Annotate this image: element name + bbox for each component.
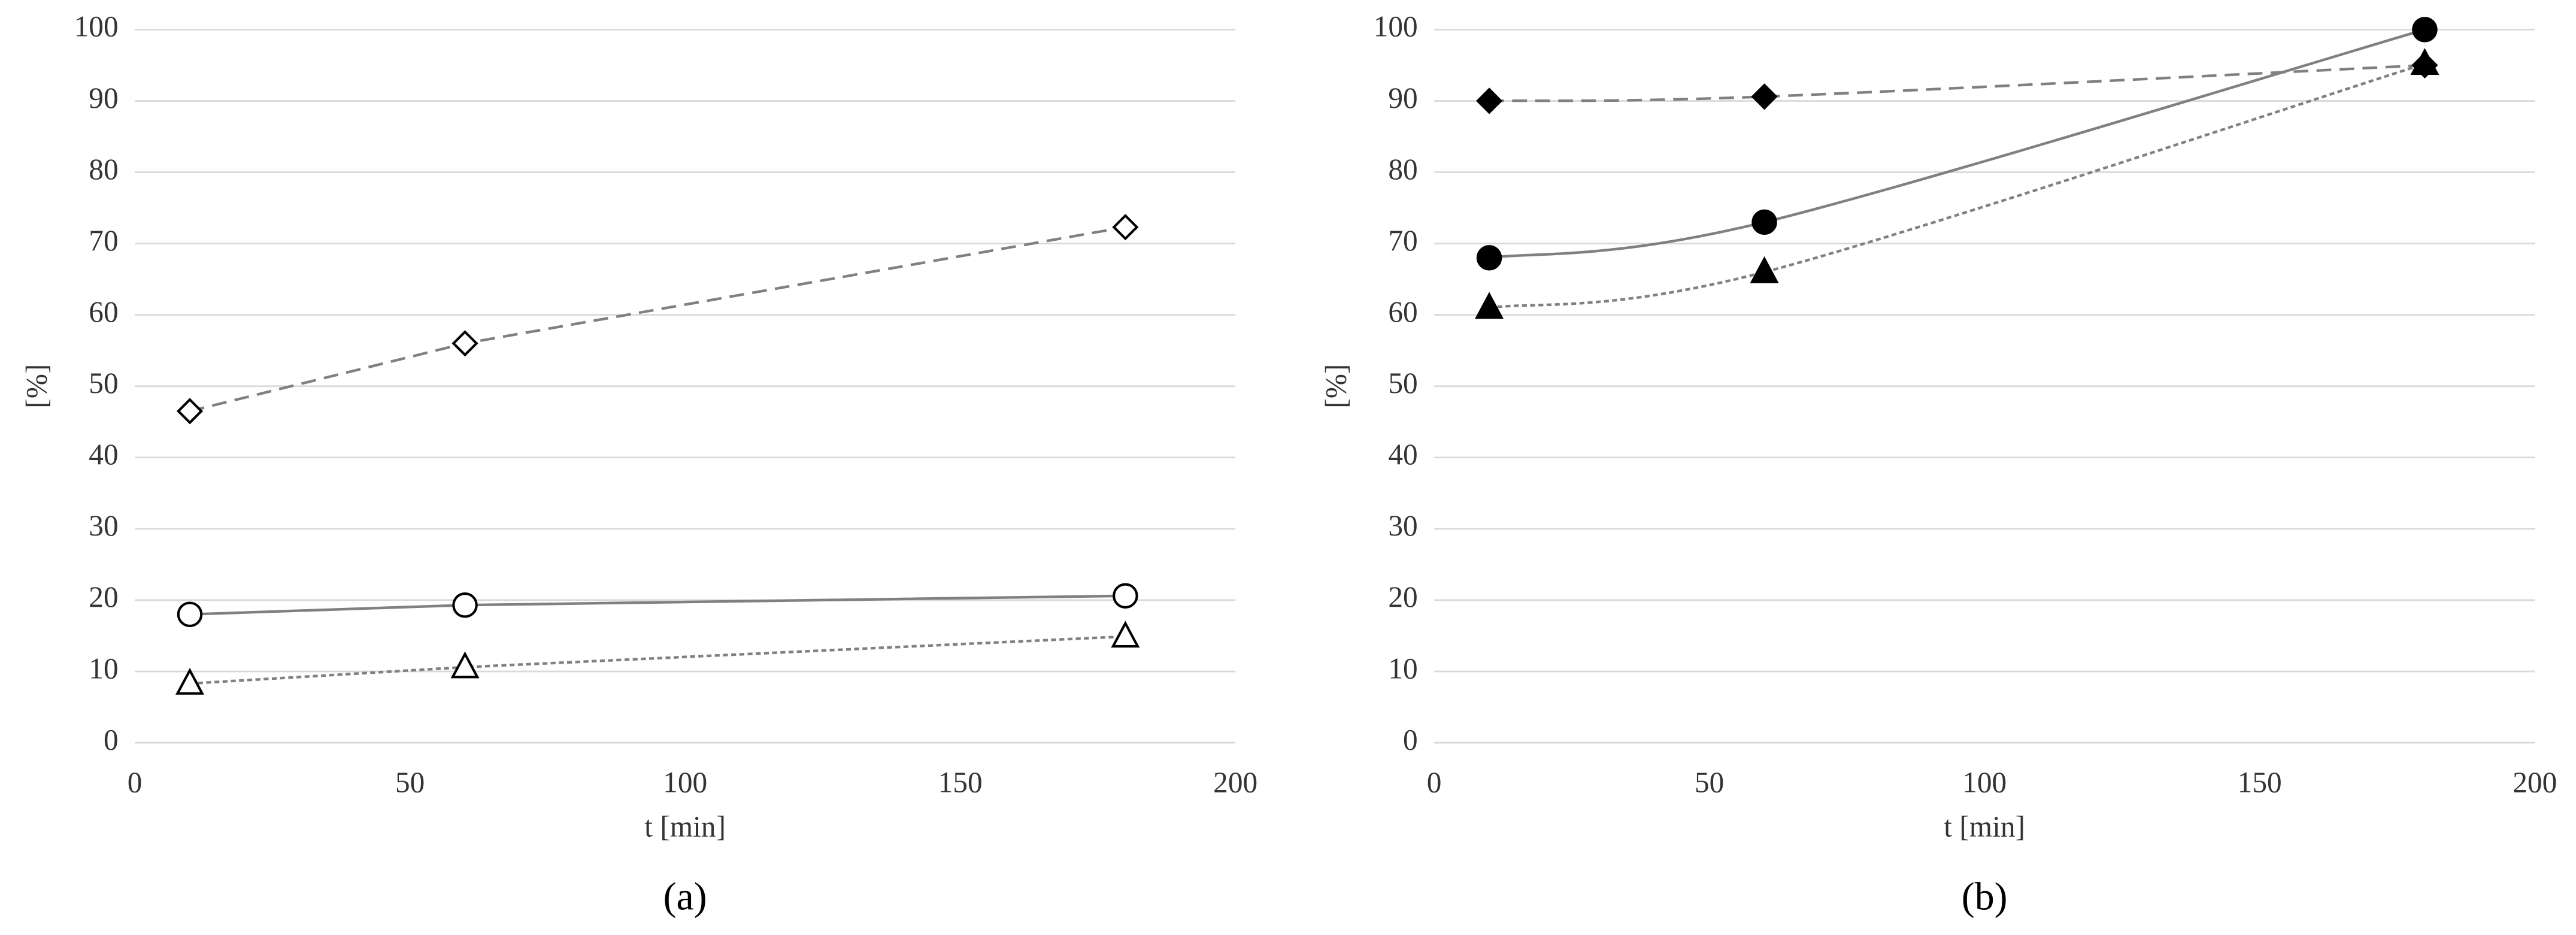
y-tick-label: 70 — [1388, 224, 1417, 257]
y-tick-label: 80 — [1388, 153, 1417, 186]
y-tick-label: 70 — [89, 224, 118, 257]
y-tick-label: 90 — [1388, 81, 1417, 114]
marker — [2410, 48, 2439, 75]
series-line — [1489, 28, 2426, 259]
y-tick-label: 100 — [1374, 10, 1418, 43]
y-tick-label: 60 — [1388, 295, 1417, 328]
marker — [1112, 214, 1139, 241]
x-axis-label: t [min] — [644, 810, 726, 843]
marker — [1475, 292, 1504, 319]
marker — [177, 601, 203, 627]
marker — [175, 667, 205, 695]
y-tick-label: 60 — [89, 295, 118, 328]
caption: (b) — [1962, 875, 2008, 918]
x-tick-label: 50 — [395, 766, 425, 799]
marker — [1113, 583, 1138, 609]
series-line — [1489, 62, 2426, 309]
series-line — [1489, 63, 2425, 102]
marker — [1751, 209, 1777, 235]
y-tick-label: 10 — [89, 652, 118, 685]
marker — [1751, 83, 1778, 110]
x-tick-label: 200 — [1213, 766, 1257, 799]
y-tick-label: 30 — [1388, 509, 1417, 542]
marker — [452, 592, 478, 618]
x-tick-label: 150 — [2238, 766, 2282, 799]
y-tick-label: 100 — [74, 10, 119, 43]
marker — [1111, 621, 1140, 648]
y-tick-label: 90 — [89, 81, 118, 114]
x-tick-label: 0 — [128, 766, 143, 799]
y-tick-label: 0 — [1403, 723, 1418, 756]
marker — [450, 651, 480, 679]
y-tick-label: 10 — [1388, 652, 1417, 685]
x-tick-label: 0 — [1427, 766, 1442, 799]
x-tick-label: 100 — [1962, 766, 2007, 799]
x-tick-label: 150 — [938, 766, 983, 799]
marker — [1476, 245, 1502, 271]
x-axis-label: t [min] — [1944, 810, 2025, 843]
marker — [2412, 17, 2438, 43]
marker — [451, 330, 478, 357]
y-tick-label: 40 — [89, 438, 118, 471]
series-line — [189, 594, 1126, 616]
y-tick-label: 0 — [104, 723, 119, 756]
caption: (a) — [663, 875, 707, 918]
y-tick-label: 80 — [89, 153, 118, 186]
y-tick-label: 20 — [1388, 580, 1417, 613]
y-tick-label: 50 — [1388, 367, 1417, 400]
x-tick-label: 100 — [663, 766, 707, 799]
y-tick-label: 30 — [89, 509, 118, 542]
marker — [1750, 256, 1779, 283]
marker — [1475, 87, 1503, 114]
series-line — [189, 635, 1126, 685]
marker — [176, 398, 204, 425]
y-tick-label: 40 — [1388, 438, 1417, 471]
y-axis-label: [%] — [1319, 364, 1352, 409]
y-tick-label: 50 — [89, 367, 118, 400]
y-axis-label: [%] — [20, 364, 53, 409]
x-tick-label: 200 — [2513, 766, 2557, 799]
y-tick-label: 20 — [89, 580, 118, 613]
x-tick-label: 50 — [1695, 766, 1724, 799]
series-line — [189, 226, 1126, 413]
